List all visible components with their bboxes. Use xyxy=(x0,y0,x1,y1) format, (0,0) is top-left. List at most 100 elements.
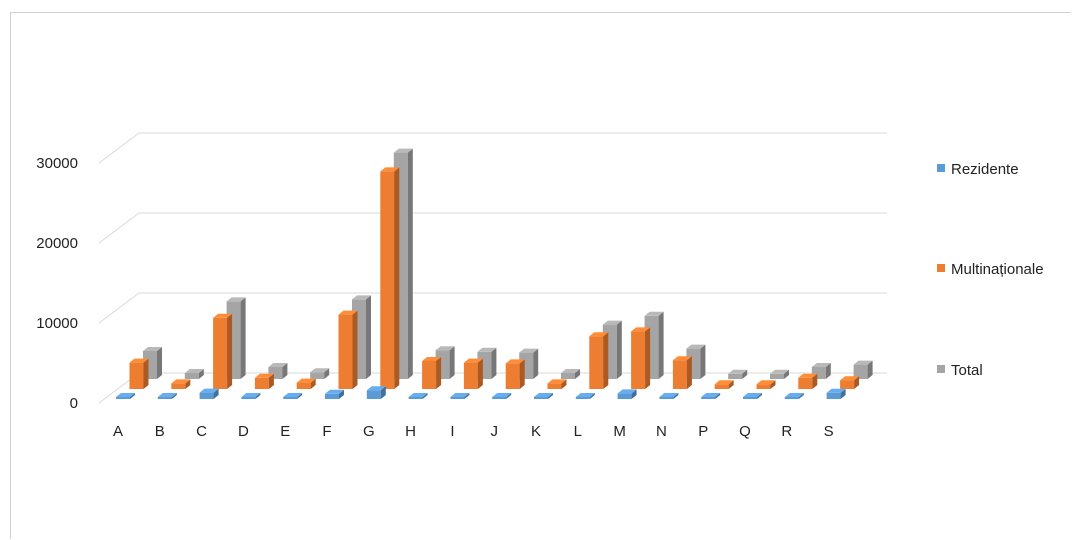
bar-front xyxy=(184,373,199,379)
x-category-label: C xyxy=(196,423,207,440)
bar-rezidente-E xyxy=(283,393,303,399)
bar-top xyxy=(184,369,204,373)
bar-top xyxy=(171,379,191,384)
legend-label: Total xyxy=(951,362,983,379)
bar-multinaionale-C xyxy=(213,313,233,389)
bar-side xyxy=(561,379,567,389)
bar-rezidente-B xyxy=(157,393,177,399)
bar-top xyxy=(157,393,177,397)
bar-side xyxy=(658,311,664,379)
bar-rezidente-N xyxy=(659,393,679,399)
bar-front xyxy=(728,373,743,379)
bar-top xyxy=(770,369,789,374)
bar-front xyxy=(157,397,172,399)
bar-rezidente-K xyxy=(534,393,553,399)
bar-front xyxy=(296,382,311,389)
x-category-label: G xyxy=(363,423,375,440)
bar-top xyxy=(547,379,567,384)
bar-rezidente-S xyxy=(826,388,846,399)
bar-top xyxy=(840,376,860,381)
bar-side xyxy=(548,393,553,399)
legend: Rezidente Multinaționale Total xyxy=(937,161,1044,379)
gridline-slant xyxy=(98,212,140,244)
bar-front xyxy=(408,397,423,399)
bar-front xyxy=(129,362,144,389)
bar-side xyxy=(366,295,371,379)
bar-multinaionale-J xyxy=(505,359,525,389)
legend-swatch xyxy=(937,365,945,373)
bar-front xyxy=(199,392,214,399)
bar-top xyxy=(393,148,413,153)
bar-top xyxy=(254,373,274,378)
gridline-slant xyxy=(98,292,140,324)
bar-front xyxy=(798,377,813,389)
bar-front xyxy=(534,397,548,399)
bar-side xyxy=(464,393,470,399)
x-category-label: K xyxy=(531,423,541,440)
bar-front xyxy=(840,380,855,389)
bar-rezidente-L xyxy=(575,393,595,399)
bar-multinaionale-K xyxy=(547,379,567,389)
x-category-label: D xyxy=(238,423,249,440)
bar-top xyxy=(686,344,706,349)
x-category-label: A xyxy=(113,423,123,440)
x-category-label: B xyxy=(155,423,165,440)
bar-top xyxy=(575,393,595,397)
bar-top xyxy=(631,327,651,332)
bar-side xyxy=(700,344,706,379)
y-axis-ticks: 0 10000 20000 30000 xyxy=(36,155,78,412)
bar-front xyxy=(254,377,269,389)
x-category-label: I xyxy=(450,423,454,440)
bar-top xyxy=(296,378,316,383)
bar-top xyxy=(672,356,692,361)
bar-side xyxy=(407,148,413,379)
legend-swatch xyxy=(937,164,945,172)
bar-side xyxy=(297,393,303,399)
bar-side xyxy=(770,380,776,389)
bar-side xyxy=(339,389,344,399)
bar-side xyxy=(143,358,149,389)
y-tick-label: 20000 xyxy=(36,235,78,252)
bar-front xyxy=(631,331,646,389)
bar-side xyxy=(533,348,539,379)
bar-front xyxy=(366,390,381,399)
bar-total-E xyxy=(310,368,330,379)
bar-front xyxy=(492,397,507,399)
x-category-label: H xyxy=(405,423,416,440)
bar-top xyxy=(728,369,748,374)
bar-side xyxy=(575,369,580,379)
bar-rezidente-C xyxy=(199,388,219,399)
legend-label: Rezidente xyxy=(951,161,1019,178)
bar-side xyxy=(825,363,831,379)
legend-swatch xyxy=(937,264,945,272)
bar-side xyxy=(130,393,135,399)
bar-side xyxy=(213,388,219,399)
bar-front xyxy=(283,397,298,399)
bar-multinaionale-S xyxy=(840,376,860,389)
bar-side xyxy=(854,376,860,389)
bar-top xyxy=(784,393,804,397)
bar-side xyxy=(631,389,637,399)
bar-side xyxy=(449,346,455,379)
bar-top xyxy=(199,388,219,393)
bar-rezidente-I xyxy=(450,393,470,399)
bar-side xyxy=(645,327,651,389)
bar-side xyxy=(798,393,804,399)
bar-top xyxy=(463,358,483,363)
bar-top xyxy=(811,363,831,367)
bar-multinaionale-F xyxy=(338,310,358,389)
bar-side xyxy=(840,388,846,399)
bar-multinaionale-D xyxy=(254,373,274,389)
bar-top xyxy=(826,388,846,393)
bar-side xyxy=(728,380,734,389)
bar-front xyxy=(310,372,325,379)
bar-top xyxy=(213,313,233,318)
bar-side xyxy=(686,356,692,389)
bar-front xyxy=(463,362,478,389)
bar-front xyxy=(853,364,868,379)
bar-front xyxy=(714,384,729,389)
bar-side xyxy=(603,332,609,389)
bar-side xyxy=(784,369,789,379)
bar-top xyxy=(743,393,762,397)
bar-rezidente-D xyxy=(241,393,261,399)
